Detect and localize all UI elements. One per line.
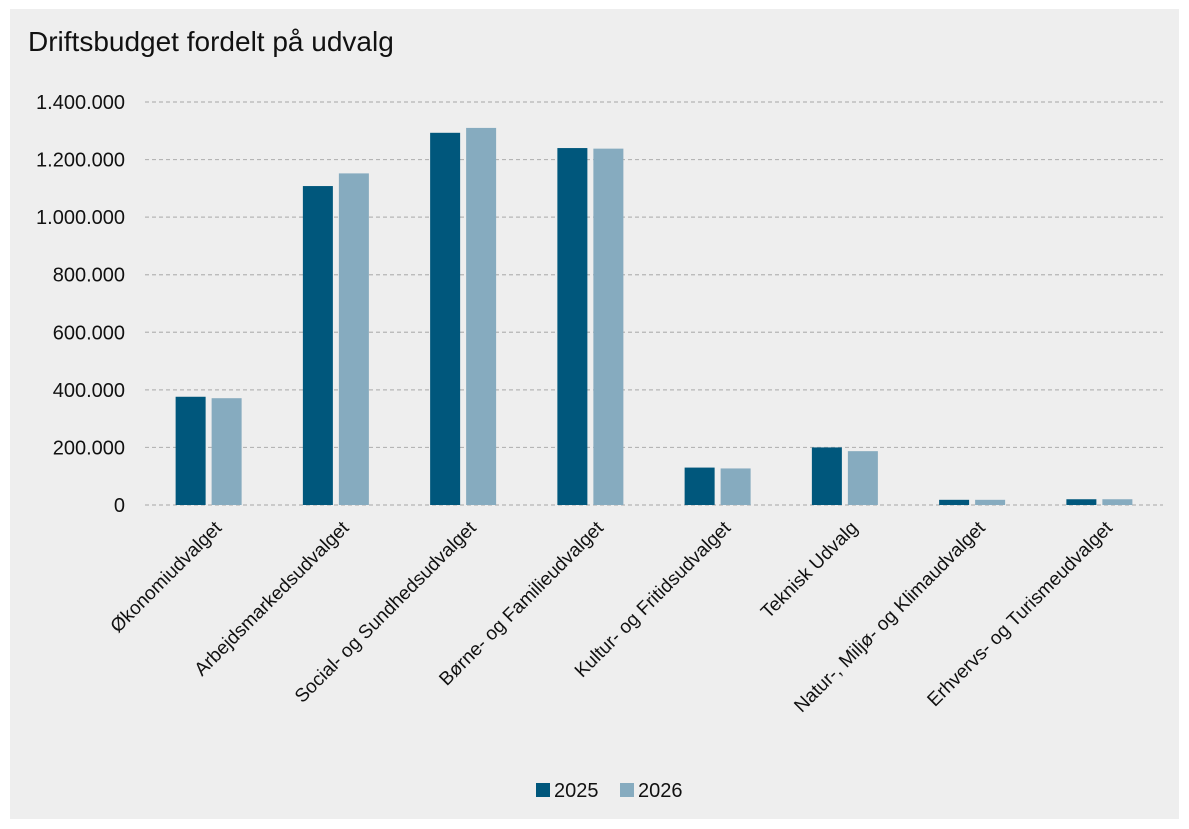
y-tick-label: 1.000.000 <box>36 207 125 229</box>
legend-swatch <box>536 783 550 797</box>
gridlines <box>145 101 1163 506</box>
bar-2025 <box>1066 499 1097 505</box>
x-axis: ØkonomiudvalgetArbejdsmarkedsudvalgetSoc… <box>107 517 1118 717</box>
bar-2025 <box>939 499 970 505</box>
y-tick-label: 1.200.000 <box>36 150 125 172</box>
bar-2025 <box>175 396 206 505</box>
bar-2025 <box>302 186 333 505</box>
bar-2025 <box>684 467 715 505</box>
bar-2026 <box>975 499 1006 505</box>
y-tick-label: 1.400.000 <box>36 92 125 114</box>
bar-2026 <box>720 468 751 505</box>
bar-2026 <box>466 127 497 506</box>
legend-swatch <box>620 783 634 797</box>
bar-2025 <box>811 447 842 505</box>
y-tick-label: 800.000 <box>53 265 125 287</box>
y-tick-label: 600.000 <box>53 322 125 344</box>
x-tick-label: Teknisk Udvalg <box>757 518 862 623</box>
legend: 2025 2026 <box>536 780 683 802</box>
bar-2026 <box>211 398 242 505</box>
y-axis: 0 200.000 400.000 600.000 800.000 1.000.000 1.… <box>36 92 125 517</box>
x-tick-label: Økonomiudvalget <box>107 517 227 637</box>
bar-2026 <box>593 148 624 505</box>
bar-2025 <box>430 132 461 505</box>
bars <box>175 127 1133 506</box>
y-tick-label: 200.000 <box>53 437 125 459</box>
bar-2025 <box>557 148 588 506</box>
legend-label: 2025 <box>554 780 599 802</box>
y-tick-label: 400.000 <box>53 380 125 402</box>
bar-2026 <box>1102 499 1133 505</box>
legend-label: 2026 <box>638 780 683 802</box>
bar-2026 <box>338 173 369 506</box>
bar-2026 <box>847 451 878 505</box>
y-tick-label: 0 <box>114 495 125 517</box>
chart-title: Driftsbudget fordelt på udvalg <box>28 26 394 57</box>
